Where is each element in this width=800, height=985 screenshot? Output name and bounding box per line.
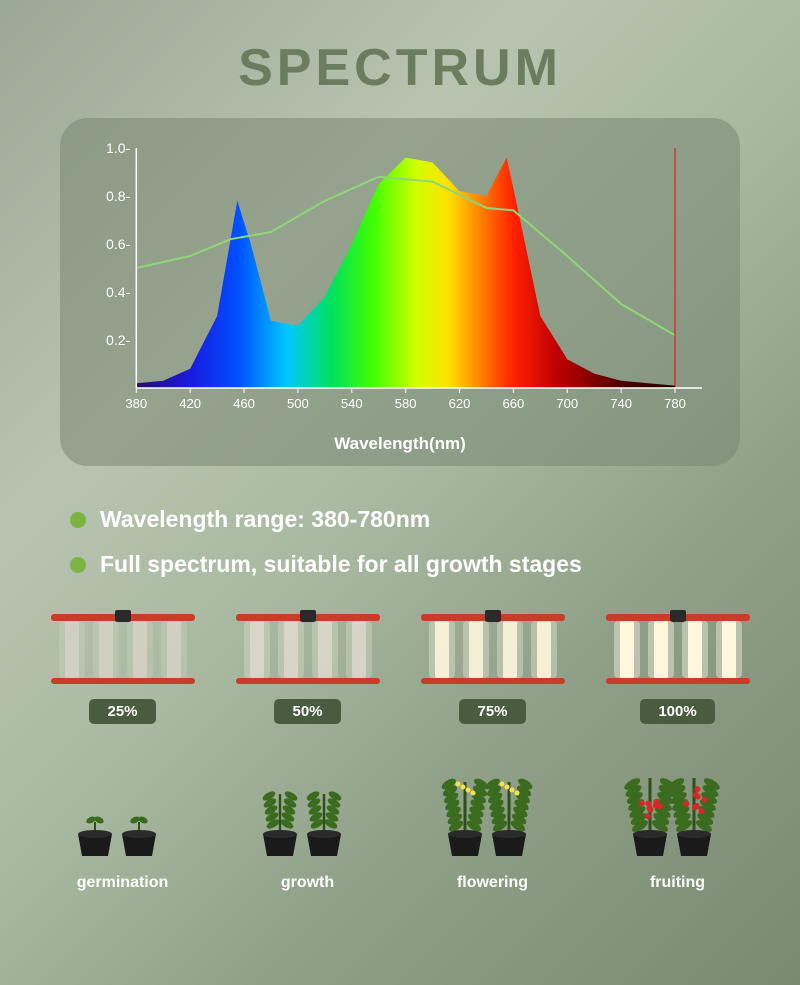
- plant-stage-item: flowering: [408, 764, 578, 892]
- spectrum-chart: 0.2- 0.4- 0.6- 0.8- 1.0- 380 420 460 500 540 580 62…: [88, 138, 712, 428]
- svg-text:780: 780: [664, 396, 686, 411]
- svg-text:700: 700: [556, 396, 578, 411]
- svg-text:0.8-: 0.8-: [106, 188, 131, 204]
- bullet-text: Full spectrum, suitable for all growth s…: [100, 551, 582, 578]
- svg-text:740: 740: [610, 396, 632, 411]
- page-title: SPECTRUM: [0, 0, 800, 118]
- plant-stage-item: fruiting: [593, 764, 763, 892]
- svg-text:580: 580: [395, 396, 417, 411]
- bullet-item: Full spectrum, suitable for all growth s…: [70, 551, 730, 578]
- grow-light-item: 75%: [408, 608, 578, 724]
- svg-text:500: 500: [287, 396, 309, 411]
- grow-lights-row: 25% 50% 75% 100%: [0, 608, 800, 724]
- svg-text:0.6-: 0.6-: [106, 236, 131, 252]
- svg-text:380: 380: [125, 396, 147, 411]
- svg-text:420: 420: [179, 396, 201, 411]
- brightness-badge: 50%: [274, 699, 340, 724]
- bullet-icon: [70, 557, 86, 573]
- svg-text:620: 620: [449, 396, 471, 411]
- bullet-text: Wavelength range: 380-780nm: [100, 506, 430, 533]
- bullet-icon: [70, 512, 86, 528]
- brightness-badge: 25%: [89, 699, 155, 724]
- plant-stage-label: germination: [38, 874, 208, 892]
- svg-text:0.4-: 0.4-: [106, 284, 131, 300]
- plant-stage-label: flowering: [408, 874, 578, 892]
- bullet-item: Wavelength range: 380-780nm: [70, 506, 730, 533]
- plant-stage-label: growth: [223, 874, 393, 892]
- plants-row: germination growth flowering fruiting: [0, 764, 800, 892]
- svg-text:0.2-: 0.2-: [106, 332, 131, 348]
- plant-stage-item: growth: [223, 764, 393, 892]
- bullet-list: Wavelength range: 380-780nm Full spectru…: [70, 506, 730, 578]
- plant-stage-label: fruiting: [593, 874, 763, 892]
- spectrum-chart-card: 0.2- 0.4- 0.6- 0.8- 1.0- 380 420 460 500 540 580 62…: [60, 118, 740, 466]
- grow-light-item: 25%: [38, 608, 208, 724]
- brightness-badge: 100%: [640, 699, 714, 724]
- svg-text:460: 460: [233, 396, 255, 411]
- grow-light-item: 50%: [223, 608, 393, 724]
- svg-text:1.0-: 1.0-: [106, 140, 131, 156]
- svg-text:660: 660: [502, 396, 524, 411]
- chart-x-axis-label: Wavelength(nm): [88, 428, 712, 454]
- brightness-badge: 75%: [459, 699, 525, 724]
- plant-stage-item: germination: [38, 764, 208, 892]
- grow-light-item: 100%: [593, 608, 763, 724]
- svg-text:540: 540: [341, 396, 363, 411]
